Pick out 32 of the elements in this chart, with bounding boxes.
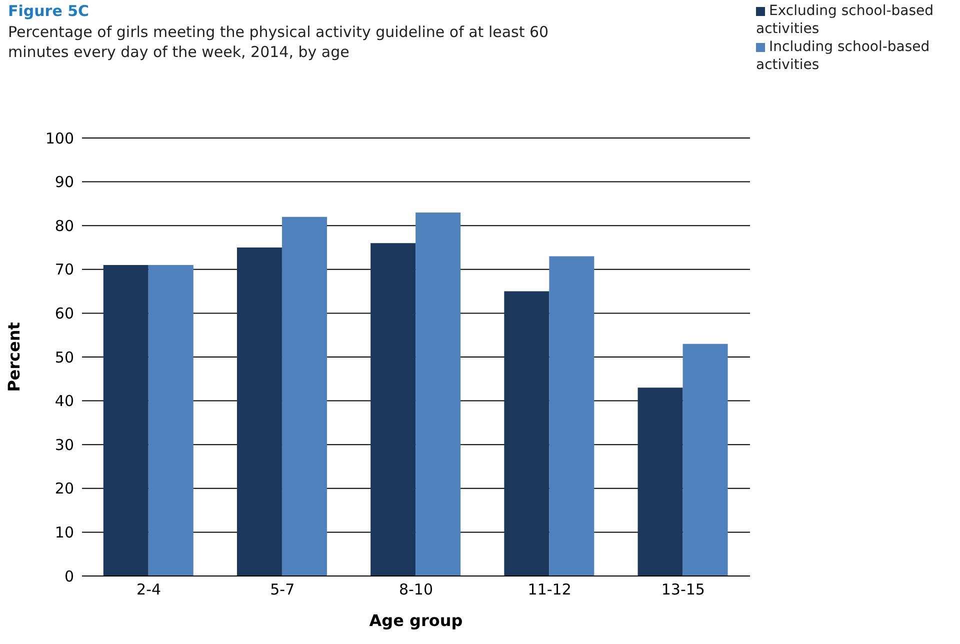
bar <box>549 256 594 576</box>
y-tick-label: 10 <box>54 524 74 542</box>
y-tick-label: 20 <box>54 480 74 498</box>
chart-title: Figure 5C <box>8 2 90 20</box>
x-tick-label: 11-12 <box>528 580 572 599</box>
bar <box>103 265 148 576</box>
y-tick-label: 40 <box>54 392 74 410</box>
bar <box>638 388 683 576</box>
y-tick-label: 30 <box>54 436 74 454</box>
bar <box>148 265 194 576</box>
bar <box>682 344 728 576</box>
y-tick-label: 70 <box>54 260 74 279</box>
y-tick-label: 90 <box>54 173 74 192</box>
legend-label: Including school-based activities <box>756 39 930 73</box>
bar <box>282 216 327 576</box>
y-tick-label: 80 <box>54 216 74 235</box>
x-tick-label: 2-4 <box>136 580 162 599</box>
bar <box>416 212 461 576</box>
y-tick-label: 100 <box>45 129 74 148</box>
x-tick-label: 13-15 <box>661 580 705 599</box>
bar <box>504 291 550 576</box>
y-tick-label: 0 <box>64 567 74 586</box>
x-tick-label: 5-7 <box>270 580 295 599</box>
y-tick-label: 60 <box>54 304 74 323</box>
x-tick-label: 8-10 <box>398 580 434 599</box>
y-axis-title: Percent <box>4 322 24 392</box>
x-axis-title: Age group <box>369 611 463 630</box>
legend-label: Excluding school-based activities <box>756 3 934 37</box>
bar <box>236 248 282 576</box>
chart-subtitle: Percentage of girls meeting the physical activity guideline of at least 60 minutes every day of the week, 2014, by age <box>8 22 550 62</box>
bar <box>370 243 416 576</box>
y-tick-label: 50 <box>54 348 74 366</box>
